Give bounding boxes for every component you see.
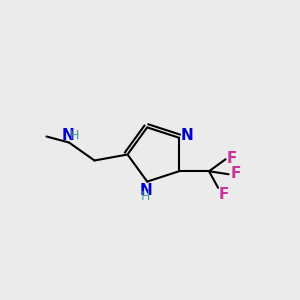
Text: H: H — [70, 128, 79, 142]
Text: H: H — [141, 190, 150, 202]
Text: N: N — [180, 128, 193, 143]
Text: N: N — [139, 182, 152, 197]
Text: F: F — [227, 151, 237, 166]
Text: F: F — [218, 187, 229, 202]
Text: N: N — [61, 128, 74, 142]
Text: F: F — [231, 166, 241, 181]
